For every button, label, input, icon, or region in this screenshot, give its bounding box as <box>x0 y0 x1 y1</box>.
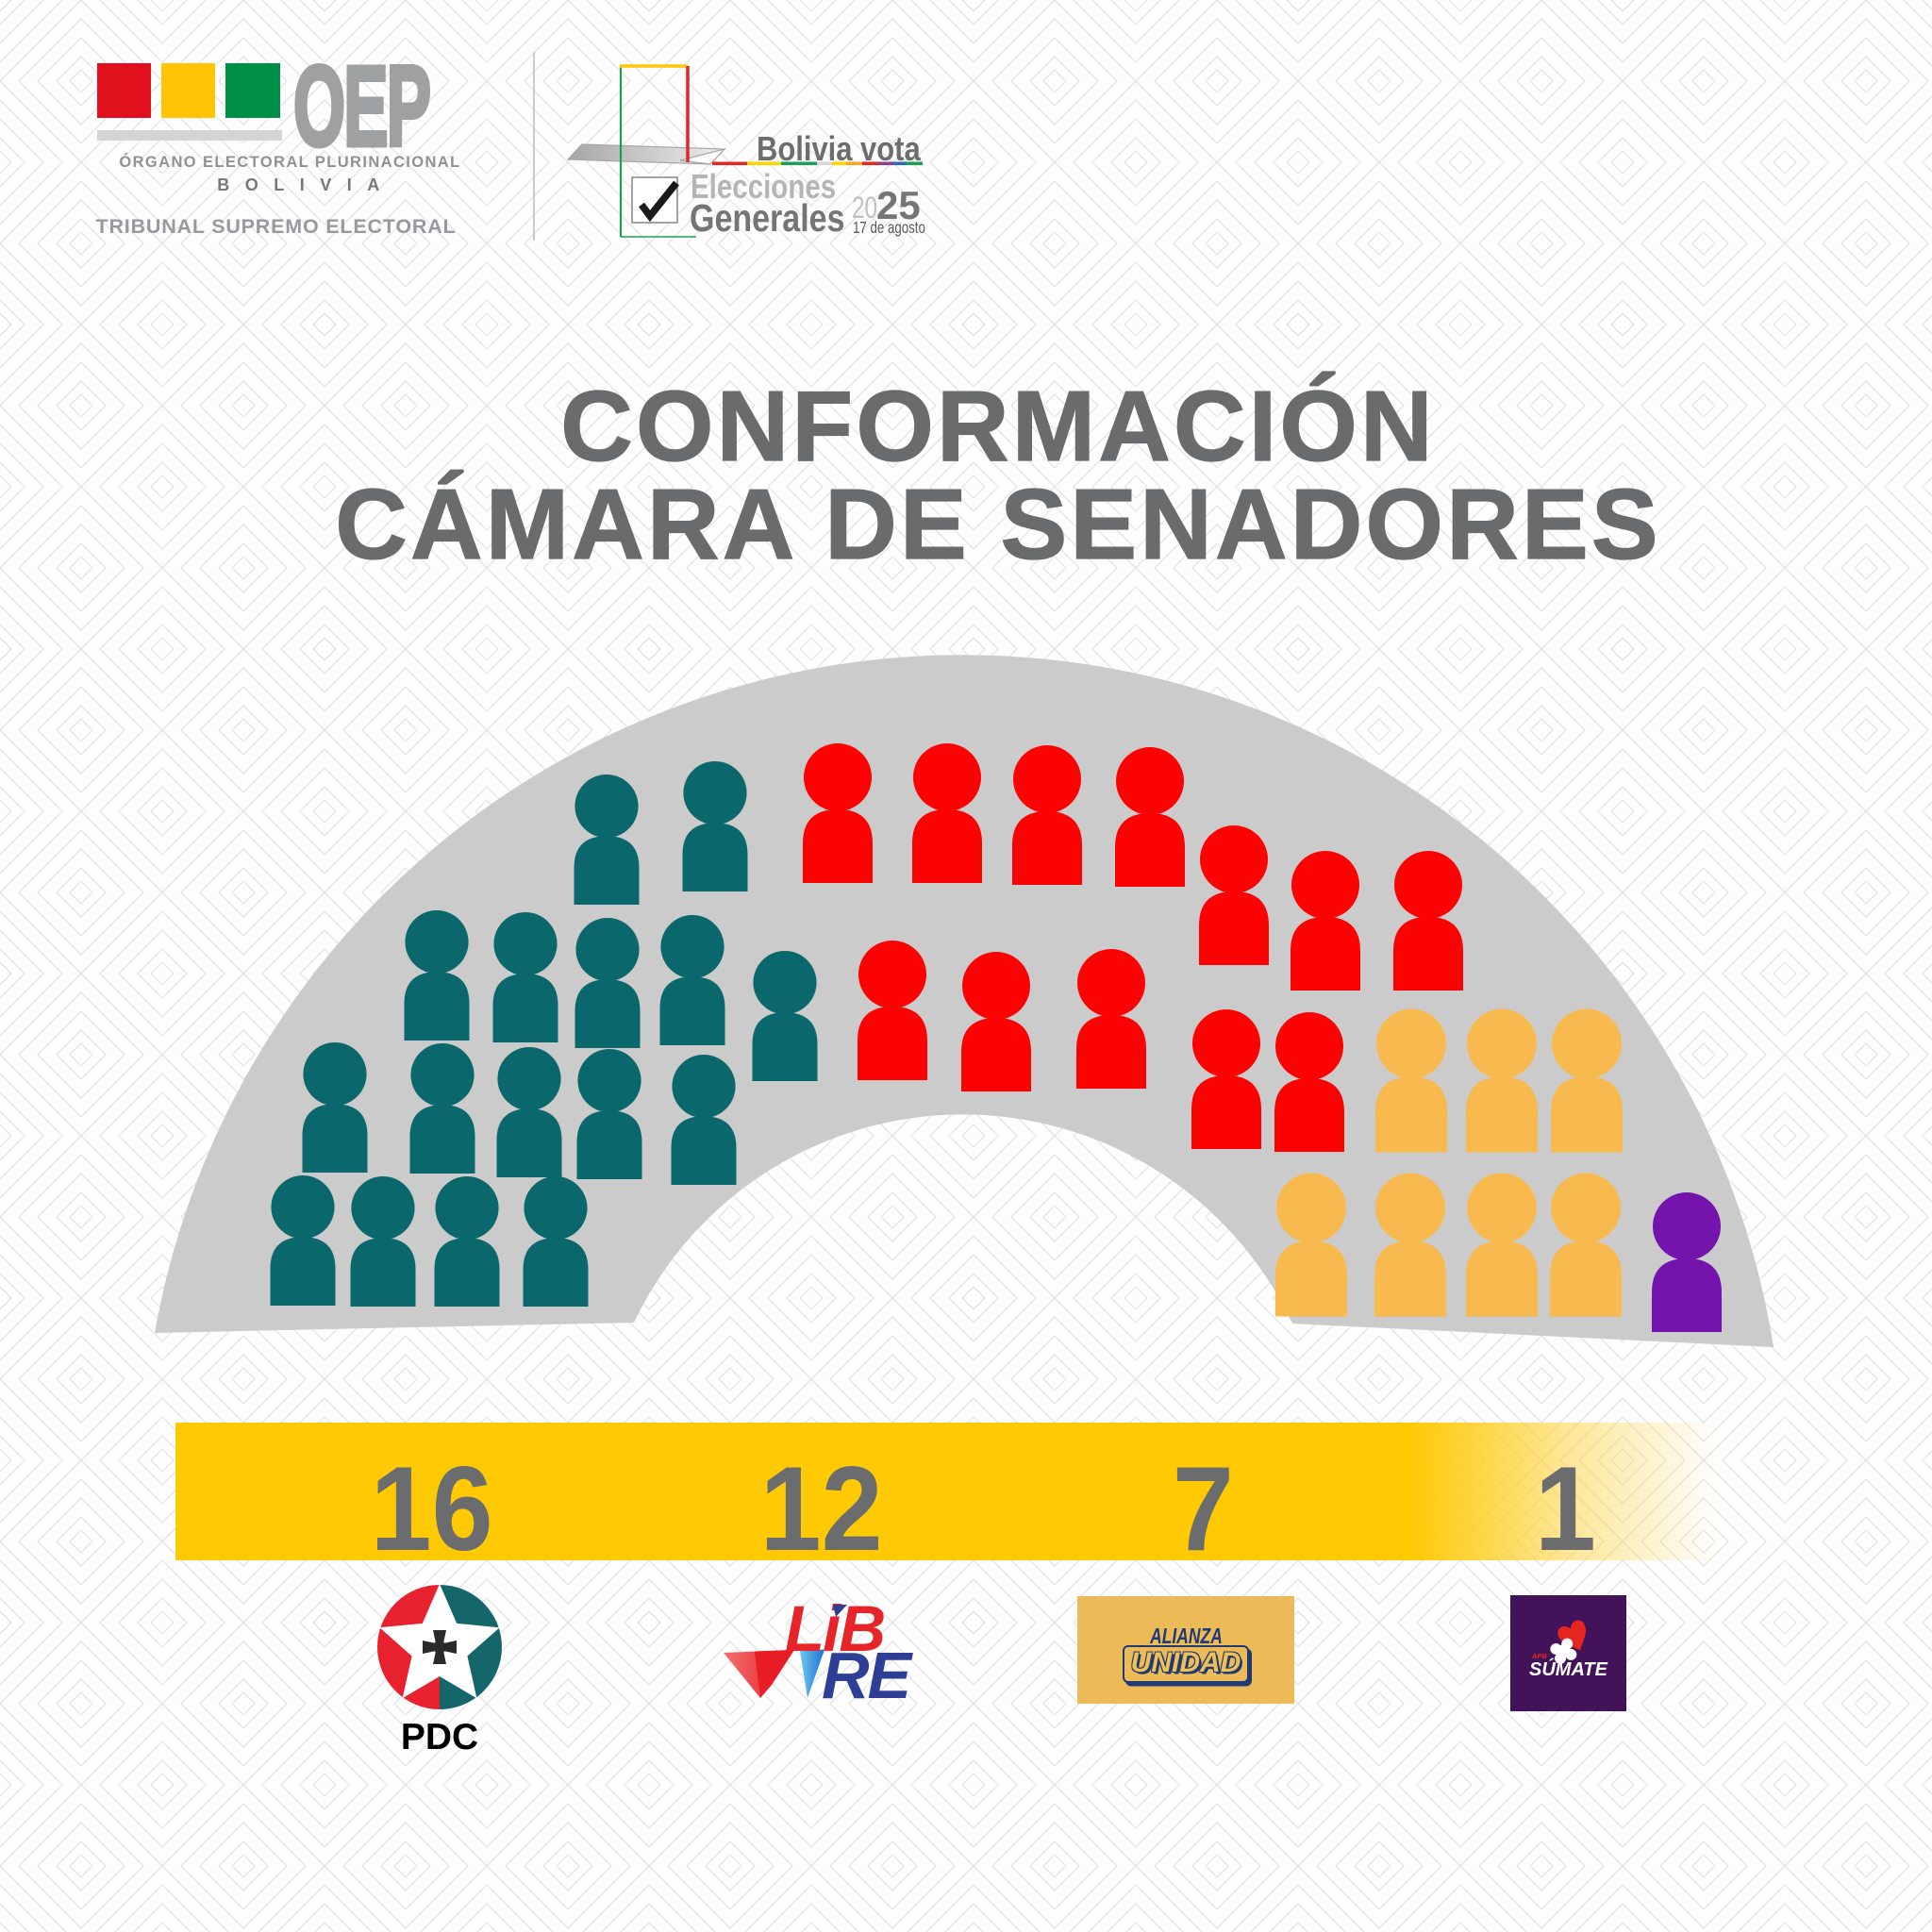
svg-text:20: 20 <box>852 192 877 225</box>
svg-text:APB: APB <box>1531 1652 1547 1660</box>
svg-text:RE: RE <box>822 1639 914 1707</box>
svg-text:25: 25 <box>876 183 921 227</box>
svg-text:Generales: Generales <box>690 196 844 240</box>
svg-text:PDC: PDC <box>401 1717 478 1753</box>
svg-text:17 de agosto: 17 de agosto <box>853 219 925 237</box>
svg-text:Elecciones: Elecciones <box>691 167 836 205</box>
svg-text:SÚMATE: SÚMATE <box>1529 1657 1608 1680</box>
